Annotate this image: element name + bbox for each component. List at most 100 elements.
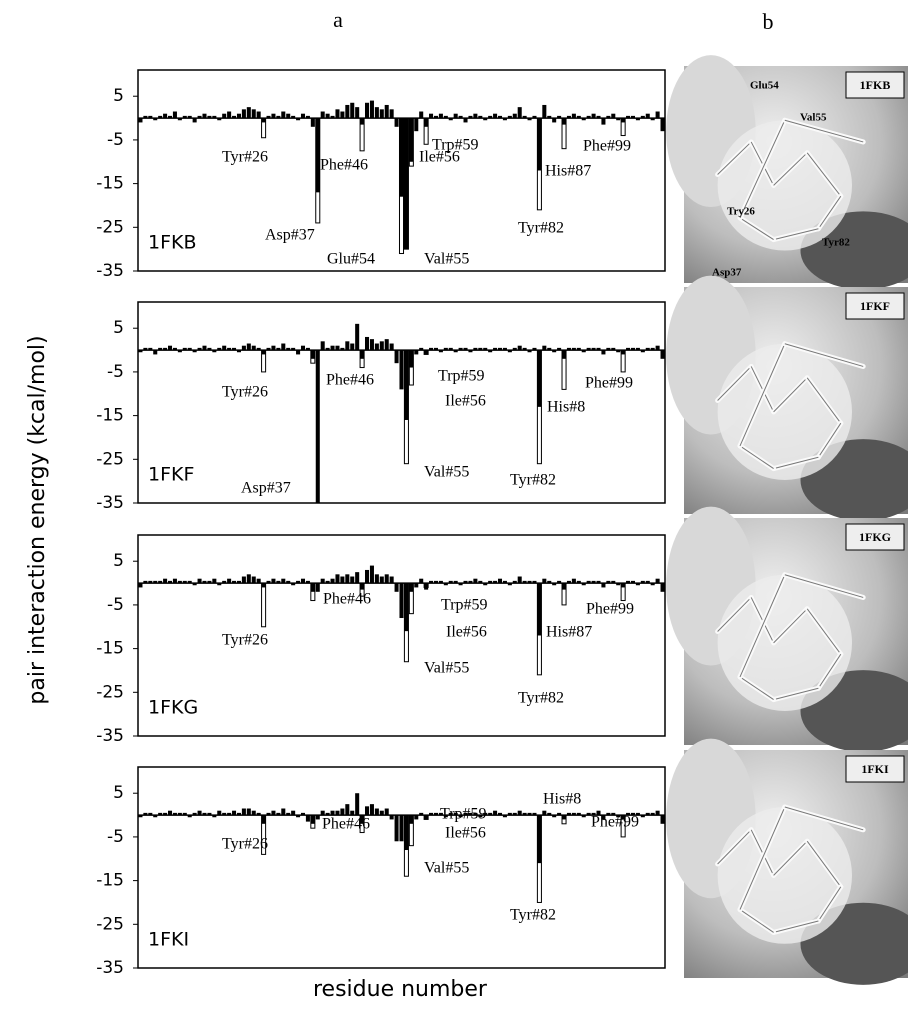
bar — [172, 111, 177, 119]
plot-frame — [137, 766, 666, 969]
bar — [399, 350, 404, 390]
bar — [566, 347, 571, 351]
image-label-box — [845, 71, 905, 99]
bar — [207, 347, 212, 351]
bar — [276, 115, 281, 119]
ligand-stick-edge — [773, 608, 808, 644]
bar — [192, 118, 197, 123]
bar — [414, 118, 419, 132]
bar — [655, 578, 660, 584]
bar — [502, 815, 507, 818]
residue-annotation: Val#55 — [424, 660, 469, 677]
bar — [379, 341, 384, 351]
bar — [552, 815, 557, 818]
bar — [507, 350, 512, 353]
plot-frame — [137, 301, 666, 504]
bar — [621, 350, 626, 355]
bar — [640, 350, 645, 353]
bar — [429, 580, 434, 584]
bar — [507, 115, 512, 119]
bar — [310, 350, 315, 359]
chart-title: 1FKF — [148, 464, 194, 486]
bar — [241, 576, 246, 584]
bar — [335, 810, 340, 816]
y-tick-label: 5 — [113, 318, 124, 338]
image-label: 1FKB — [860, 78, 891, 92]
ligand-stick-edge — [739, 217, 774, 241]
bar — [497, 347, 503, 351]
bar — [167, 810, 173, 816]
bar — [350, 576, 355, 584]
bar — [483, 118, 488, 121]
bar — [512, 347, 517, 351]
bar — [350, 810, 355, 816]
ligand-stick-edge — [817, 653, 842, 689]
bar — [187, 115, 192, 119]
bar — [296, 350, 301, 355]
bar — [355, 572, 360, 584]
bar — [355, 323, 360, 351]
bar — [143, 115, 148, 119]
structure-images: 1FKB Glu54 Val55 Try26 Tyr82 Asp37 1FKF 1FKG 1FK… — [666, 55, 908, 985]
residue-annotation: Tyr#82 — [510, 472, 556, 489]
bar — [468, 350, 473, 353]
bar — [404, 118, 409, 250]
residue-annotation: Tyr#82 — [518, 690, 564, 707]
bar — [246, 343, 251, 351]
bar — [291, 583, 296, 586]
bar — [384, 339, 389, 351]
bar — [527, 118, 532, 121]
bar — [616, 815, 621, 818]
bar — [443, 347, 448, 351]
image-annotation: Try26 — [727, 206, 755, 218]
bar — [389, 109, 394, 119]
bar — [463, 347, 468, 351]
bar — [271, 113, 276, 119]
ligand-stick-edge — [739, 806, 786, 910]
structure-image: 1FKI — [666, 738, 908, 985]
bar — [207, 812, 212, 816]
bar — [404, 350, 409, 420]
bar — [478, 115, 483, 119]
bar — [153, 580, 158, 584]
bar — [163, 347, 168, 351]
bar — [315, 815, 320, 820]
bar — [187, 580, 192, 584]
bar — [566, 115, 571, 119]
bar — [345, 341, 350, 351]
bar — [241, 808, 246, 816]
bar — [630, 347, 636, 351]
bar — [522, 115, 527, 119]
bar — [217, 347, 222, 351]
bar — [473, 578, 478, 584]
bar — [468, 115, 473, 119]
bar — [424, 118, 429, 127]
bar — [429, 113, 434, 119]
ligand-stick-edge — [739, 574, 786, 678]
bar — [409, 118, 414, 162]
bar — [576, 347, 581, 351]
residue-annotation: Val#55 — [424, 860, 469, 877]
bar — [143, 812, 148, 816]
bar — [212, 350, 217, 353]
bar — [187, 347, 192, 351]
bar — [473, 113, 478, 119]
x-axis-label: residue number — [313, 977, 488, 1002]
ligand-stick-edge — [784, 119, 864, 143]
bar — [409, 583, 414, 592]
bar — [448, 347, 453, 351]
residue-annotation: Tyr#26 — [222, 384, 268, 401]
ligand-stick-edge — [817, 195, 842, 230]
bar — [389, 576, 394, 584]
bar — [626, 580, 631, 584]
bar — [458, 115, 463, 119]
bar — [236, 350, 241, 353]
bar — [483, 812, 488, 816]
bar — [325, 812, 330, 816]
bar — [355, 793, 360, 816]
bar — [596, 115, 601, 119]
bar — [266, 347, 271, 351]
y-tick-label: -25 — [96, 682, 124, 702]
y-tick-label: -35 — [96, 726, 124, 746]
residue-annotation: Phe#99 — [583, 138, 631, 155]
